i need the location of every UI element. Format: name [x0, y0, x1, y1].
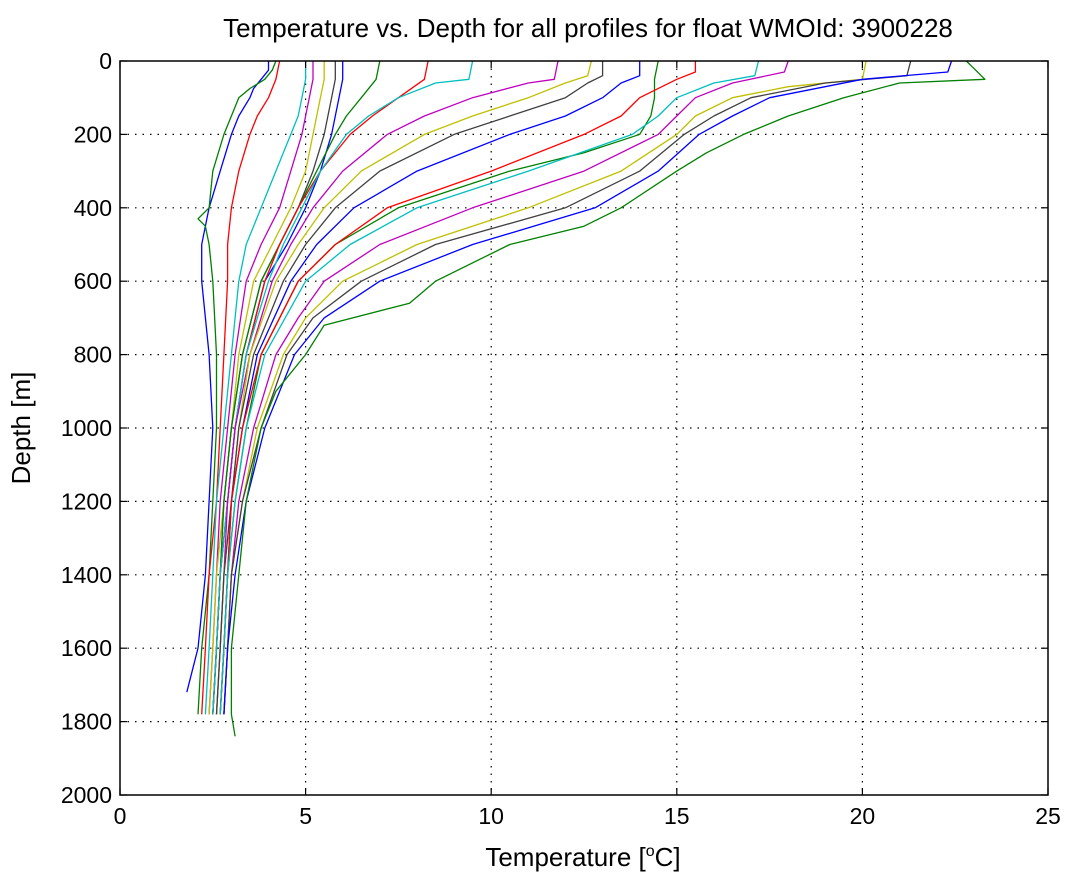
profile-line: [201, 61, 281, 715]
profile-lines: [186, 61, 986, 737]
x-axis-label: Temperature [oC]: [485, 842, 680, 872]
grid-lines: [120, 61, 1048, 795]
y-tick-label: 1200: [61, 488, 112, 514]
y-tick-label: 1600: [61, 635, 112, 661]
y-tick-label: 800: [74, 342, 112, 368]
profile-line: [223, 61, 789, 715]
y-tick-label: 1800: [61, 709, 112, 735]
chart-title: Temperature vs. Depth for all profiles f…: [223, 13, 953, 43]
y-tick-label: 200: [74, 121, 112, 147]
y-axis-label: Depth [m]: [6, 372, 36, 485]
y-tick-label: 400: [74, 195, 112, 221]
profile-line: [212, 61, 474, 715]
profile-line: [208, 61, 314, 715]
x-tick-label: 20: [850, 803, 876, 829]
profile-line: [223, 61, 953, 715]
y-tick-label: 600: [74, 268, 112, 294]
x-tick-label: 10: [478, 803, 504, 829]
x-tick-label: 5: [299, 803, 312, 829]
y-tick-label: 2000: [61, 782, 112, 808]
profile-line: [197, 61, 277, 715]
x-tick-label: 15: [664, 803, 690, 829]
x-tick-label: 0: [114, 803, 127, 829]
profile-line: [204, 61, 307, 715]
axis-ticks: 0 5 10 15 20 25 0 200 400 600 800 1000 1200 1400 1600 1…: [61, 48, 1061, 829]
profile-line: [208, 61, 325, 715]
y-tick-label: 1000: [61, 415, 112, 441]
profile-line: [215, 61, 604, 715]
profile-line: [223, 61, 912, 715]
profile-line: [215, 61, 559, 715]
profile-line: [219, 61, 760, 715]
x-tick-label: 25: [1035, 803, 1061, 829]
profile-line: [219, 61, 697, 715]
y-tick-label: 1400: [61, 562, 112, 588]
y-tick-label: 0: [99, 48, 112, 74]
profile-line: [230, 61, 986, 737]
